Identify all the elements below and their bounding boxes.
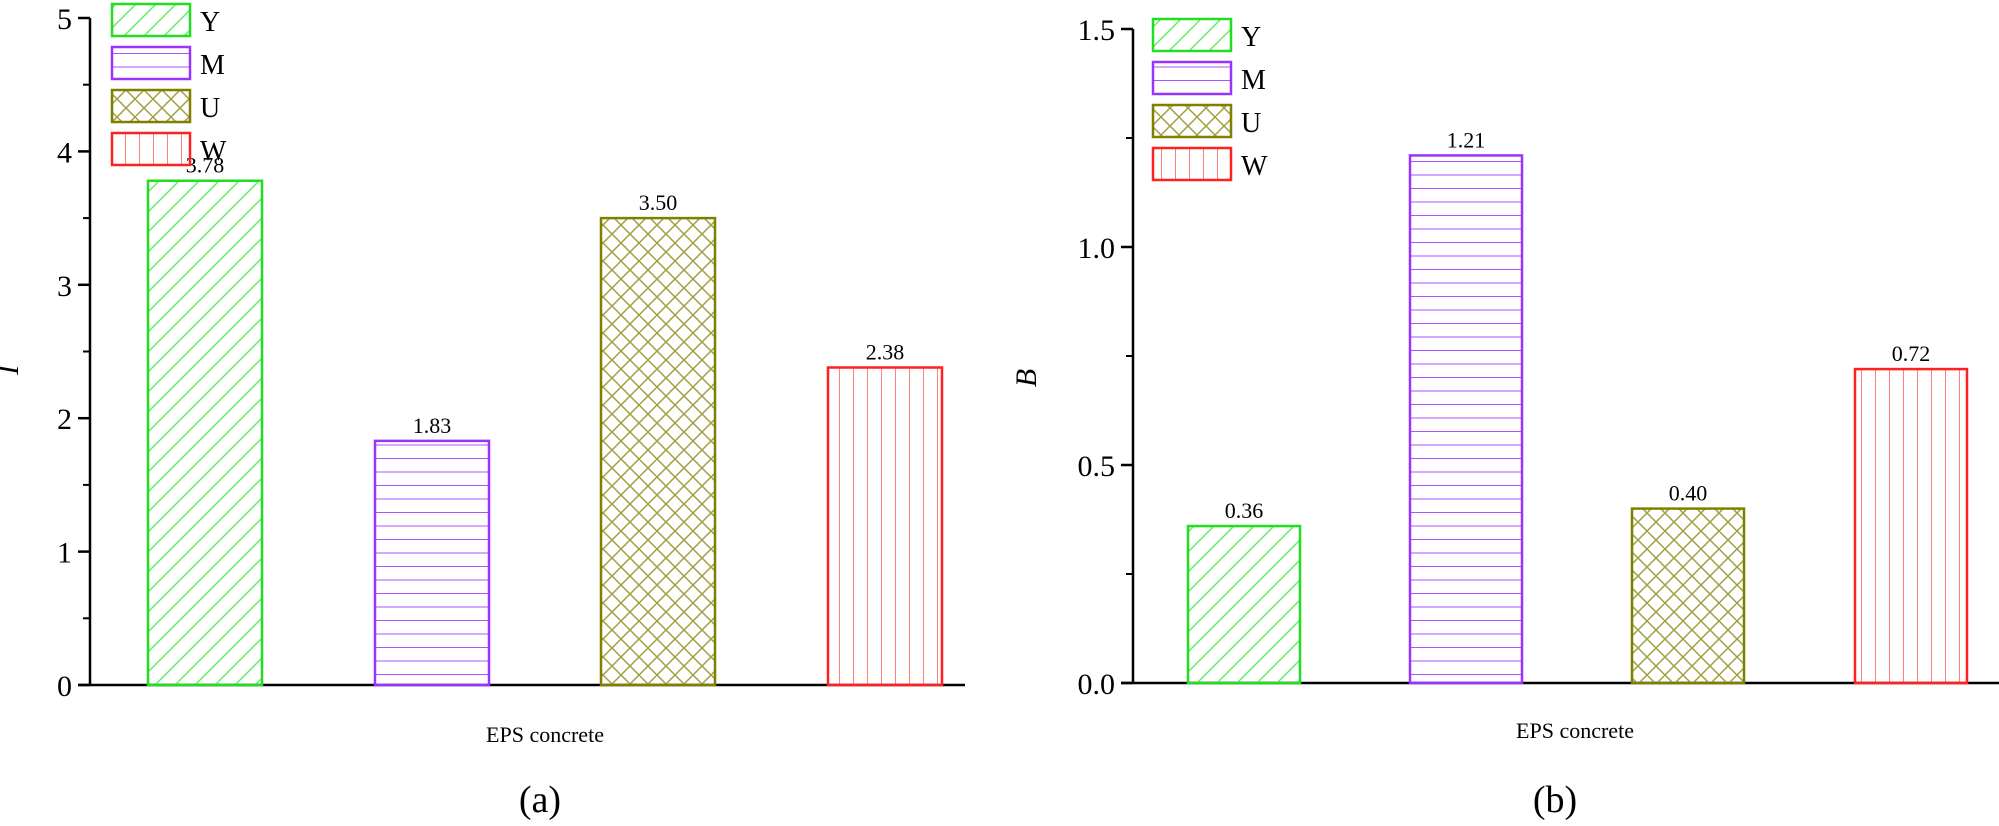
- bar-m: [1408, 154, 1524, 685]
- bar-value-label: 0.36: [1225, 498, 1264, 523]
- y-tick-label: 1: [57, 537, 72, 570]
- legend-label: M: [200, 50, 225, 81]
- legend-label: Y: [1241, 22, 1261, 53]
- legend-swatch-w: [110, 131, 192, 167]
- bar-w: [1853, 367, 1969, 685]
- legend-swatch-m: [1151, 60, 1233, 96]
- bar-m: [373, 439, 491, 687]
- bar-value-label: 1.83: [413, 413, 452, 438]
- bar-value-label: 0.72: [1892, 341, 1931, 366]
- bar-y: [1186, 524, 1302, 685]
- bar-value-label: 1.21: [1447, 127, 1486, 152]
- legend-label: W: [200, 136, 227, 167]
- legend-swatch-u: [1151, 103, 1233, 139]
- x-axis-title: EPS concrete: [1516, 718, 1634, 743]
- bar-w: [826, 366, 944, 687]
- panel-label: (b): [1533, 779, 1577, 821]
- legend-swatch-w: [1151, 146, 1233, 182]
- bar-u: [1630, 507, 1746, 685]
- bar-y: [146, 179, 264, 687]
- bar-value-label: 3.50: [639, 190, 678, 215]
- y-tick-label: 0: [57, 670, 72, 703]
- y-tick-label: 4: [57, 136, 72, 169]
- y-tick-label: 0.5: [1078, 450, 1116, 483]
- y-tick-label: 1.5: [1078, 14, 1116, 47]
- legend-swatch-u: [110, 88, 192, 124]
- x-axis-title: EPS concrete: [486, 722, 604, 747]
- y-tick-label: 3: [57, 270, 72, 303]
- legend-label: U: [200, 93, 220, 124]
- legend-label: U: [1241, 108, 1261, 139]
- panel-label: (a): [519, 779, 561, 821]
- legend-swatch-m: [110, 45, 192, 81]
- legend-label: Y: [200, 7, 220, 38]
- bar-value-label: 2.38: [866, 340, 905, 365]
- bar-u: [599, 216, 717, 687]
- legend-label: M: [1241, 65, 1266, 96]
- legend-swatch-y: [1151, 17, 1233, 53]
- y-tick-label: 5: [57, 3, 72, 36]
- y-axis-title: B: [1010, 369, 1043, 387]
- legend-label: W: [1241, 151, 1268, 182]
- bar-value-label: 0.40: [1669, 481, 1708, 506]
- y-tick-label: 2: [57, 403, 72, 436]
- y-tick-label: 0.0: [1078, 668, 1116, 701]
- y-axis-title: I: [0, 363, 25, 376]
- y-tick-label: 1.0: [1078, 232, 1116, 265]
- legend-swatch-y: [110, 2, 192, 38]
- bar-value-label: 3.78: [186, 153, 225, 178]
